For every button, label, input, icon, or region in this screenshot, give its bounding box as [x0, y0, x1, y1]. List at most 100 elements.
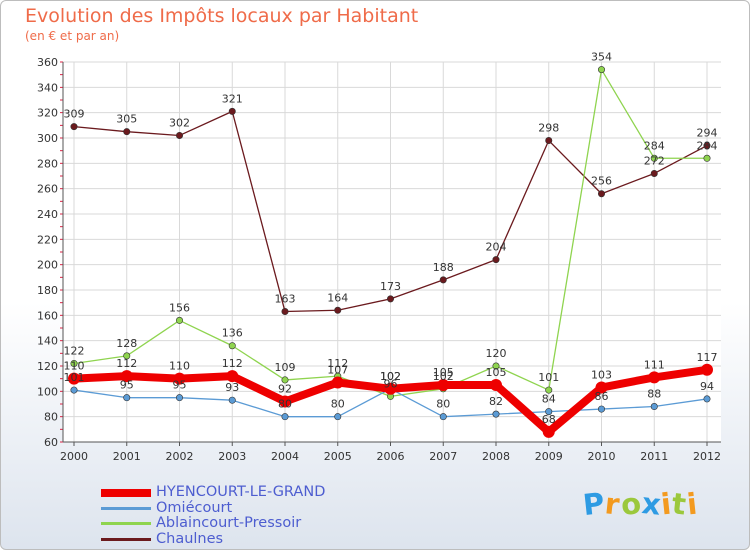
data-point [545, 137, 553, 145]
data-label: 354 [591, 51, 612, 64]
data-label: 136 [222, 327, 243, 340]
data-label: 112 [116, 357, 137, 370]
data-label: 109 [275, 361, 296, 374]
y-tick-label: 80 [44, 411, 58, 424]
data-point [703, 142, 711, 150]
data-point [123, 394, 131, 402]
data-label: 93 [225, 381, 239, 394]
y-tick-label: 320 [37, 107, 58, 120]
data-label: 117 [697, 351, 718, 364]
data-point [595, 381, 608, 394]
data-label: 88 [647, 388, 661, 401]
data-point [492, 256, 500, 264]
data-label: 122 [64, 344, 85, 357]
x-tick-label: 2008 [482, 450, 510, 463]
y-tick-label: 280 [37, 157, 58, 170]
data-label: 112 [222, 357, 243, 370]
data-label: 204 [486, 241, 507, 254]
data-label: 105 [486, 366, 507, 379]
data-point [281, 413, 289, 421]
data-point [70, 123, 78, 131]
data-label: 163 [275, 293, 296, 306]
data-label: 95 [173, 379, 187, 392]
data-point [176, 316, 184, 324]
legend-item: Omiécourt [101, 499, 325, 517]
data-label: 84 [542, 393, 556, 406]
data-label: 103 [591, 369, 612, 382]
x-tick-label: 2009 [535, 450, 563, 463]
data-point [176, 131, 184, 139]
data-label: 305 [116, 113, 137, 126]
x-tick-label: 2010 [588, 450, 616, 463]
data-label: 284 [644, 139, 665, 152]
data-label: 107 [327, 363, 348, 376]
data-label: 102 [380, 370, 401, 383]
logo-letter: i [685, 486, 700, 522]
x-tick-label: 2007 [429, 450, 457, 463]
data-point [437, 379, 450, 391]
data-label: 272 [644, 154, 665, 167]
data-point [490, 379, 502, 391]
data-label: 82 [489, 395, 503, 408]
data-point [597, 405, 605, 413]
data-label: 96 [384, 377, 398, 390]
data-point [650, 154, 658, 162]
data-point [68, 372, 80, 385]
data-point [439, 413, 447, 421]
data-point [542, 425, 555, 438]
data-point [228, 107, 236, 115]
data-label: 173 [380, 280, 401, 293]
data-point [334, 306, 342, 314]
data-point [176, 394, 184, 402]
data-label: 102 [380, 370, 401, 383]
y-tick-label: 160 [37, 309, 58, 322]
x-tick-label: 2006 [377, 450, 405, 463]
data-point [334, 413, 342, 421]
data-label: 68 [542, 413, 556, 426]
y-tick-label: 300 [37, 132, 58, 145]
legend-label: Omiécourt [156, 499, 233, 516]
data-label: 92 [278, 382, 292, 395]
data-point [70, 359, 78, 367]
x-tick-label: 2000 [60, 450, 88, 463]
data-point [650, 169, 658, 177]
data-label: 94 [700, 380, 714, 393]
x-tick-label: 2003 [218, 450, 246, 463]
data-point [492, 362, 500, 370]
legend-label: Chaulnes [156, 530, 224, 547]
legend-swatch [101, 488, 151, 497]
data-label: 110 [64, 360, 85, 373]
data-label: 80 [436, 398, 450, 411]
legend-swatch [101, 537, 151, 541]
data-label: 111 [644, 358, 665, 371]
data-point [545, 408, 553, 416]
data-point [597, 190, 605, 198]
x-tick-label: 2004 [271, 450, 299, 463]
data-label: 120 [486, 347, 507, 360]
data-point [703, 395, 711, 403]
x-tick-label: 2001 [113, 450, 141, 463]
x-tick-label: 2011 [640, 450, 668, 463]
data-point [281, 308, 289, 316]
data-point [173, 372, 186, 385]
data-label: 80 [278, 398, 292, 411]
data-label: 95 [120, 379, 134, 392]
data-label: 256 [591, 175, 612, 188]
data-label: 321 [222, 92, 243, 105]
legend-item: HYENCOURT-LE-GRAND [101, 485, 325, 501]
data-label: 309 [64, 108, 85, 121]
data-label: 188 [433, 261, 454, 274]
data-label: 105 [433, 366, 454, 379]
legend-item: Chaulnes [101, 530, 325, 548]
data-label: 156 [169, 301, 190, 314]
proxiti-logo: Proxiti [581, 486, 700, 522]
data-label: 112 [327, 357, 348, 370]
data-label: 294 [697, 127, 718, 140]
data-label: 284 [697, 139, 718, 152]
y-tick-label: 60 [44, 436, 58, 449]
x-tick-label: 2012 [693, 450, 721, 463]
y-tick-label: 140 [37, 335, 58, 348]
y-tick-label: 220 [37, 233, 58, 246]
data-label: 80 [331, 398, 345, 411]
